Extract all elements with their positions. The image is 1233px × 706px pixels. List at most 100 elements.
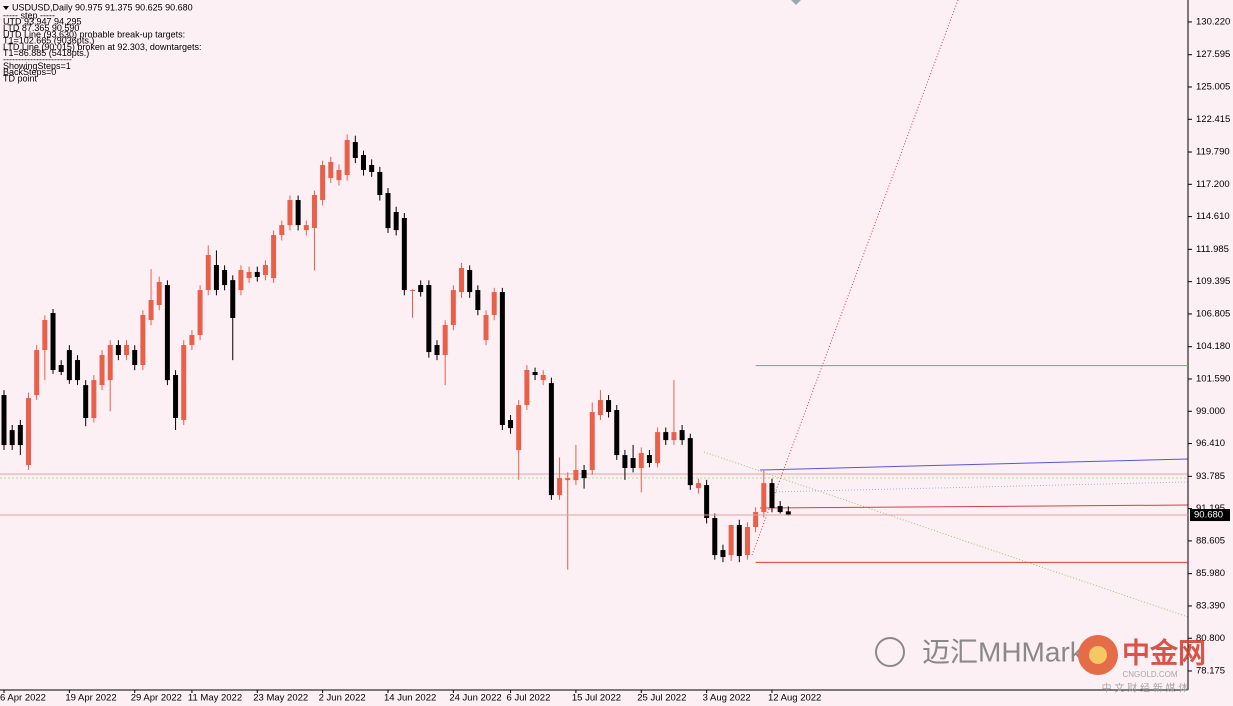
y-tick-label: 93.785 (1196, 471, 1225, 482)
y-tick-label: 119.790 (1196, 147, 1230, 158)
y-tick-label: 101.590 (1196, 373, 1230, 384)
candle-body (311, 195, 317, 229)
candle-body (140, 315, 146, 366)
candle-body (189, 335, 195, 346)
candle-body (614, 410, 620, 456)
candle-body (704, 485, 710, 519)
trend-line (769, 481, 1189, 493)
watermark: 迈汇MHMarket 中金网 CNGOLD.COM 中 文 财 经 新 媒 体 (875, 635, 1206, 695)
candle-body (761, 483, 767, 513)
candle-body (491, 292, 497, 316)
annotation: ----- step ----- (3, 10, 55, 20)
y-tick-label: 88.605 (1196, 535, 1225, 546)
candle-body (156, 281, 162, 306)
y-tick-label: 111.985 (1196, 244, 1229, 255)
price-label: 90.680 (1194, 510, 1223, 521)
candle-body (197, 290, 203, 336)
annotation: T1=102.665 (9036pts.) (3, 36, 94, 46)
candle-body (279, 225, 285, 236)
y-tick-label: 127.595 (1196, 49, 1230, 60)
candle-body (687, 438, 693, 486)
candle-body (663, 432, 669, 441)
candle-body (287, 200, 293, 226)
candle-body (50, 313, 56, 371)
x-tick-label: 14 Jun 2022 (384, 693, 436, 704)
candle-body (532, 371, 538, 375)
candle-body (385, 193, 391, 229)
candle-body (777, 506, 783, 513)
candle-body (148, 300, 154, 320)
candle-body (181, 345, 187, 421)
x-tick-label: 2 Jun 2022 (319, 693, 366, 704)
candle-body (26, 398, 32, 466)
candle-body (499, 292, 505, 425)
candle-body (1, 395, 7, 446)
candle-body (132, 350, 138, 366)
candle-body (679, 430, 685, 441)
candle-body (295, 200, 301, 226)
y-tick-label: 78.175 (1196, 665, 1225, 676)
candle-body (75, 360, 81, 381)
candle-body (107, 345, 113, 381)
candle-body (369, 164, 375, 172)
watermark-tagline: 中 文 财 经 新 媒 体 (1102, 682, 1189, 695)
candle-body (254, 271, 260, 277)
candle-body (164, 285, 170, 381)
candle-body (393, 212, 399, 231)
watermark-logo: 中金网 (1122, 636, 1206, 668)
candle-body (124, 345, 130, 356)
candle-body (66, 350, 72, 381)
candle-body (744, 527, 750, 556)
candle-body (646, 455, 652, 464)
wechat-icon (875, 637, 905, 667)
annotation: UTD 93.947 94.295 (3, 17, 82, 27)
candle-body (99, 355, 105, 386)
y-tick-label: 109.395 (1196, 276, 1230, 287)
y-tick-label: 96.410 (1196, 438, 1225, 449)
candle-body (246, 271, 252, 279)
candle-body (467, 269, 473, 293)
candle-body (638, 453, 644, 469)
candle-body (336, 169, 342, 181)
candle-body (769, 483, 775, 509)
price-label-bg (1190, 509, 1230, 522)
candle-body (720, 550, 726, 558)
x-tick-label: 6 Apr 2022 (0, 693, 46, 704)
axes: 130.220 127.595 125.005 122.415 119.790 117.2… (0, 16, 1230, 703)
decorations (0, 0, 1189, 691)
candle-body (434, 345, 440, 356)
candle-body (401, 217, 407, 291)
candle-body (695, 483, 701, 489)
candle-body (483, 315, 489, 341)
candle-body (622, 455, 628, 469)
candle-body (557, 478, 563, 496)
y-tick-label: 104.180 (1196, 341, 1230, 352)
candle-body (213, 265, 219, 291)
info-panel: USDUSD,Daily 90.975 91.375 90.625 90.680… (3, 2, 201, 83)
candle-body (540, 374, 546, 381)
marker (791, 0, 801, 5)
x-tick-label: 3 Aug 2022 (703, 693, 751, 704)
annotation: ----------------------- (3, 54, 72, 64)
candle-body (426, 285, 432, 353)
candle-body (352, 142, 358, 159)
x-tick-label: 6 Jul 2022 (507, 693, 551, 704)
candle-body (58, 365, 64, 372)
annotation: LTD 87.365 90.590 (3, 23, 79, 33)
candle-body (475, 290, 481, 311)
x-tick-label: 12 Aug 2022 (768, 693, 821, 704)
candle-body (34, 350, 40, 396)
candle-body (17, 424, 23, 446)
candle-body (360, 155, 366, 170)
annotation: BackSteps=0 (3, 67, 56, 77)
x-tick-label: 19 Apr 2022 (65, 693, 116, 704)
candle-body (83, 385, 89, 419)
y-tick-label: 125.005 (1196, 81, 1230, 92)
candle-body (303, 225, 309, 231)
chart-header: USDUSD,Daily 90.975 91.375 90.625 90.680 (12, 2, 193, 12)
candle-body (630, 458, 636, 469)
candle-body (565, 478, 571, 481)
candle-body (173, 374, 179, 419)
